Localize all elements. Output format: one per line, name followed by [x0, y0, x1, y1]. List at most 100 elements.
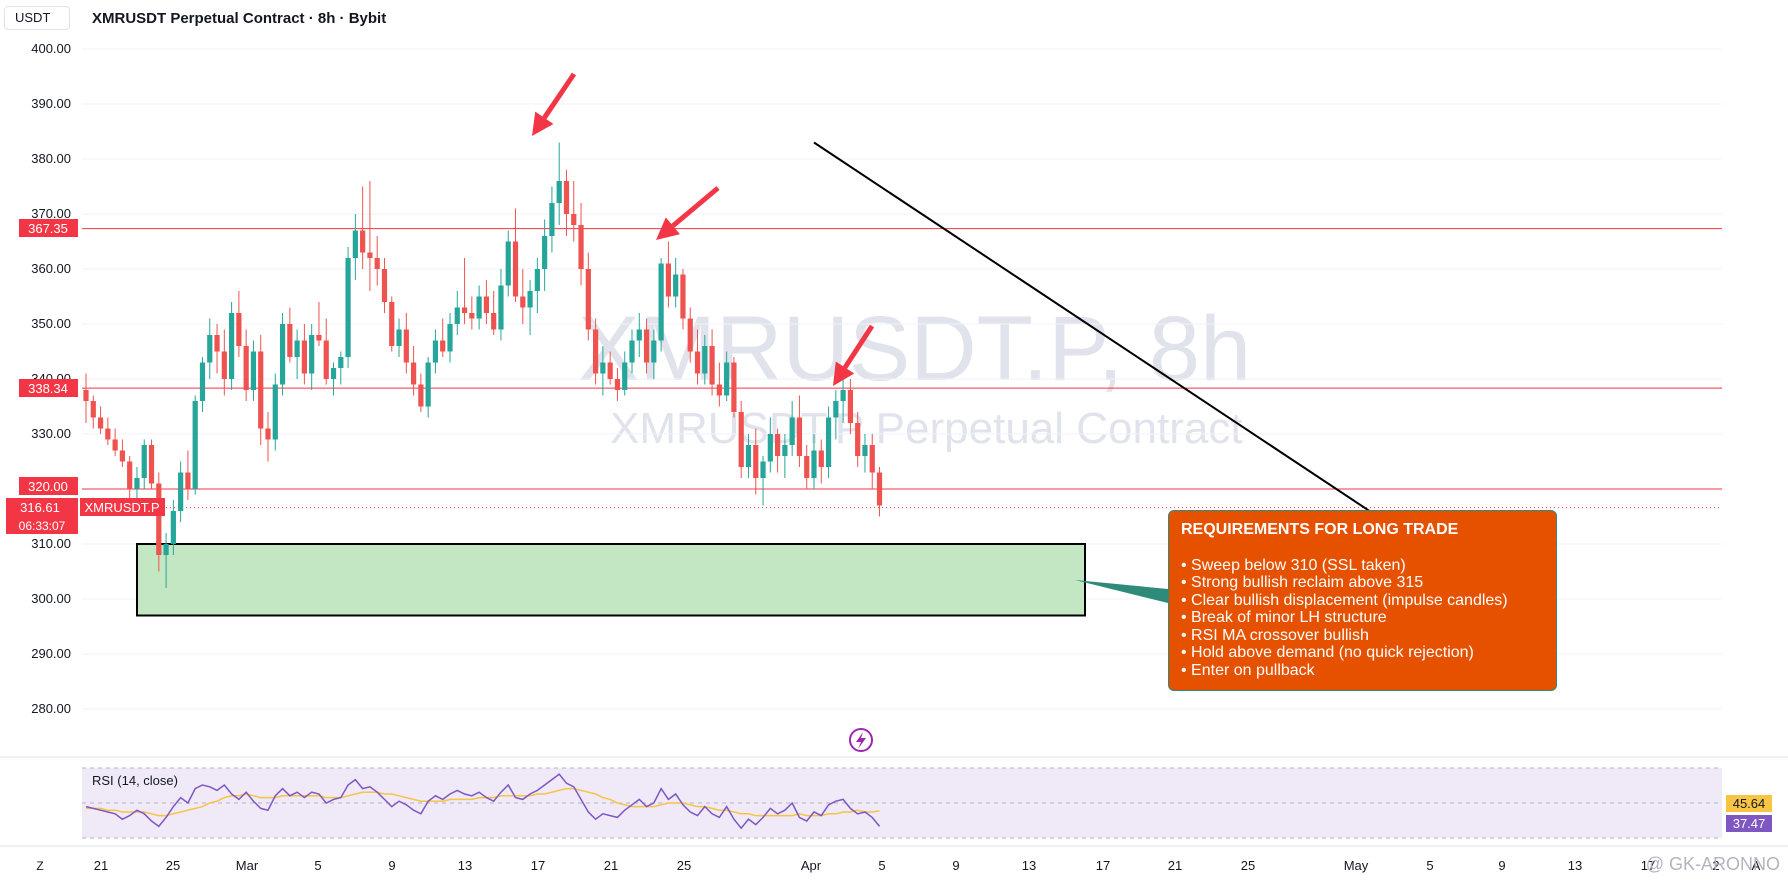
- candle-body: [825, 417, 832, 467]
- note-item: Hold above demand (no quick rejection): [1181, 644, 1544, 662]
- time-tick-label: 17: [531, 858, 545, 873]
- time-tick-label: 25: [1241, 858, 1255, 873]
- price-tick-label: 360.00: [31, 261, 71, 276]
- candle-body: [847, 390, 853, 423]
- note-item: Break of minor LH structure: [1181, 609, 1544, 627]
- candle-body: [141, 445, 147, 478]
- candle-body: [585, 269, 591, 330]
- candle-body: [855, 423, 861, 456]
- candle-body: [301, 340, 307, 374]
- candle-body: [753, 445, 759, 478]
- candle-body: [491, 313, 497, 330]
- candle-body: [643, 329, 650, 363]
- candle-body: [709, 346, 715, 385]
- candle-body: [374, 258, 380, 269]
- price-tick-label: 370.00: [31, 206, 71, 221]
- candle-body: [425, 362, 431, 407]
- lightning-icon[interactable]: [849, 728, 873, 752]
- candle-body: [229, 313, 235, 379]
- note-item: Clear bullish displacement (impulse cand…: [1181, 592, 1544, 610]
- time-tick-label: 25: [166, 858, 180, 873]
- note-item: Strong bullish reclaim above 315: [1181, 574, 1544, 592]
- candle-body: [651, 340, 657, 363]
- candle-body: [199, 362, 206, 401]
- level2-label: 338.34: [28, 381, 68, 396]
- candle-body: [876, 472, 883, 506]
- candle-body: [818, 450, 824, 467]
- time-tick-label: 21: [94, 858, 108, 873]
- candle-body: [833, 401, 839, 418]
- candle-body: [527, 291, 533, 308]
- candle-body: [461, 307, 468, 313]
- time-tick-label: 17: [1096, 858, 1110, 873]
- candle-body: [396, 329, 402, 346]
- candle-body: [178, 472, 184, 511]
- candle-body: [571, 214, 577, 225]
- candle-body: [272, 384, 278, 440]
- last-price-label: 316.61: [20, 500, 60, 515]
- price-tick-label: 300.00: [31, 591, 71, 606]
- time-tick-label: 5: [878, 858, 885, 873]
- symbol-label: XMRUSDT.P: [84, 500, 159, 515]
- time-tick-label: 13: [1022, 858, 1036, 873]
- candle-body: [789, 417, 795, 445]
- time-tick-label: May: [1344, 858, 1369, 873]
- candle-body: [316, 335, 322, 341]
- candle-body: [811, 450, 817, 478]
- time-tick-label: 5: [314, 858, 321, 873]
- price-tick-label: 350.00: [31, 316, 71, 331]
- time-tick-label: 9: [1498, 858, 1505, 873]
- candle-body: [476, 296, 482, 319]
- currency-selector[interactable]: USDT: [4, 6, 70, 30]
- arrow-icon: [833, 361, 855, 386]
- candle-body: [119, 450, 125, 462]
- price-tick-label: 390.00: [31, 96, 71, 111]
- candle-body: [381, 269, 388, 302]
- time-tick-label: 5: [1426, 858, 1433, 873]
- candle-body: [578, 225, 584, 269]
- candle-body: [563, 181, 570, 214]
- rsi-pane: RSI (14, close) 45.64 37.47: [82, 767, 1772, 839]
- arrow-icon: [656, 217, 680, 240]
- candle-body: [745, 445, 752, 467]
- price-tick-label: 330.00: [31, 426, 71, 441]
- candle-body: [469, 313, 475, 319]
- candle-body: [287, 324, 293, 357]
- candle-body: [352, 230, 358, 258]
- price-axis[interactable]: 400.00390.00380.00370.00360.00350.00340.…: [31, 41, 71, 716]
- candle-body: [338, 357, 344, 368]
- price-tick-label: 400.00: [31, 41, 71, 56]
- trade-requirements-note[interactable]: REQUIREMENTS FOR LONG TRADE Sweep below …: [1168, 510, 1557, 691]
- time-axis[interactable]: 21 25 Mar 5 9 13 17 21 25 Apr 5 9 13 17 21 25 May 5 9 13 17 2…: [94, 858, 1761, 873]
- price-tick-label: 290.00: [31, 646, 71, 661]
- last-price-badge: [6, 498, 78, 534]
- price-tick-label: 310.00: [31, 536, 71, 551]
- candle-body: [665, 263, 671, 297]
- trendline[interactable]: [813, 141, 1412, 540]
- candle-body: [724, 362, 730, 396]
- candle-body: [593, 329, 599, 374]
- candle-body: [673, 274, 679, 297]
- candle-body: [629, 340, 635, 363]
- candle-body: [542, 236, 548, 269]
- z-toggle[interactable]: Z: [36, 859, 43, 873]
- arrow-shaft: [671, 186, 720, 228]
- trendline-segment[interactable]: [813, 141, 1412, 540]
- time-tick-label: 21: [1168, 858, 1182, 873]
- level1-badge: [19, 219, 78, 237]
- candle-body: [90, 401, 96, 418]
- candle-body: [163, 544, 169, 555]
- level1-label: 367.35: [28, 221, 68, 236]
- candle-body: [687, 318, 693, 352]
- price-tick-label: 280.00: [31, 701, 71, 716]
- candle-body: [454, 307, 460, 324]
- candle-body: [411, 362, 417, 385]
- watermark-main: XMRUSDT.P, 8h: [578, 298, 1251, 400]
- demand-zone-box[interactable]: [136, 543, 1086, 617]
- arrow-shaft: [842, 324, 875, 369]
- candle-body: [869, 445, 875, 473]
- candle-body: [83, 390, 89, 401]
- candle-body: [389, 302, 395, 346]
- watermark-sub: XMRUSDT.P Perpetual Contract: [610, 404, 1243, 453]
